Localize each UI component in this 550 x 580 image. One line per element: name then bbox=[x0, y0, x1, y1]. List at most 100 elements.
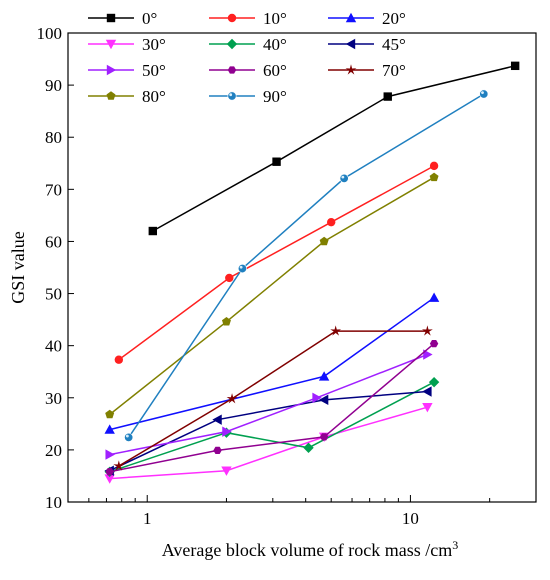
legend-item-4: 40° bbox=[209, 35, 287, 54]
series-5-point-2 bbox=[318, 394, 329, 406]
series-7 bbox=[105, 339, 439, 476]
series-8-point-3 bbox=[421, 325, 433, 336]
series-8-point-0 bbox=[113, 460, 125, 471]
legend-label-8: 70° bbox=[382, 61, 406, 80]
series-8 bbox=[113, 325, 433, 471]
series-line-1 bbox=[118, 165, 435, 361]
series-7-point-3 bbox=[429, 339, 439, 348]
x-tick-label-10: 10 bbox=[402, 509, 419, 528]
series-1-point-3 bbox=[429, 161, 439, 171]
legend-marker-0 bbox=[106, 13, 116, 23]
legend-label-7: 60° bbox=[263, 61, 287, 80]
series-3-point-3 bbox=[422, 402, 433, 413]
series-1-point-0 bbox=[114, 355, 124, 364]
series-9-point-1 bbox=[221, 316, 231, 326]
legend-marker-4 bbox=[226, 38, 238, 50]
legend-marker-8 bbox=[345, 64, 357, 75]
series-8-point-1 bbox=[226, 393, 238, 404]
y-tick-label-40: 40 bbox=[45, 337, 62, 356]
series-5-point-1 bbox=[212, 414, 222, 425]
series-1-point-2 bbox=[326, 217, 336, 227]
series-7-point-1 bbox=[213, 446, 222, 455]
series-3-point-0 bbox=[104, 474, 115, 484]
y-tick-label-20: 20 bbox=[45, 441, 62, 460]
series-0-point-3 bbox=[510, 61, 520, 71]
series-3-point-1 bbox=[221, 466, 232, 476]
legend-label-10: 90° bbox=[263, 87, 287, 106]
legend-label-9: 80° bbox=[142, 87, 166, 106]
series-line-3 bbox=[109, 406, 428, 480]
legend-label-5: 45° bbox=[382, 35, 406, 54]
legend-item-9: 80° bbox=[88, 87, 166, 106]
legend-item-3: 30° bbox=[88, 35, 166, 54]
series-2-point-1 bbox=[318, 371, 330, 381]
series-line-0 bbox=[152, 65, 516, 232]
series-10-point-1 bbox=[237, 264, 247, 274]
series-9-point-2 bbox=[319, 236, 329, 246]
legend-item-0: 0° bbox=[88, 9, 157, 28]
legend-item-8: 70° bbox=[328, 61, 406, 80]
y-tick-label-90: 90 bbox=[45, 76, 62, 95]
y-tick-label-70: 70 bbox=[45, 180, 62, 199]
series-line-10 bbox=[128, 93, 485, 438]
x-axis-title: Average block volume of rock mass /cm3 bbox=[162, 538, 459, 560]
series-line-5 bbox=[109, 390, 428, 472]
y-tick-label-30: 30 bbox=[45, 389, 62, 408]
y-axis-title: GSI value bbox=[8, 231, 28, 303]
series-10-point-3 bbox=[479, 89, 489, 99]
legend-marker-1 bbox=[227, 13, 237, 23]
series-10-point-3-highlight bbox=[481, 91, 484, 95]
legend-label-3: 30° bbox=[142, 35, 166, 54]
series-5-point-3 bbox=[422, 386, 432, 397]
legend-label-0: 0° bbox=[142, 9, 157, 28]
series-2-point-2 bbox=[428, 292, 440, 302]
legend-item-6: 50° bbox=[88, 61, 166, 80]
series-4-point-2 bbox=[303, 442, 314, 454]
series-10-point-0-highlight bbox=[125, 434, 129, 438]
y-tick-label-100: 100 bbox=[37, 24, 63, 43]
plot-frame bbox=[67, 32, 537, 503]
legend-item-2: 20° bbox=[328, 9, 406, 28]
y-tick-label-60: 60 bbox=[45, 232, 62, 251]
legend-item-1: 10° bbox=[209, 9, 287, 28]
legend-item-10: 90° bbox=[209, 87, 287, 106]
series-4-point-3 bbox=[428, 376, 440, 388]
series-6-point-3 bbox=[423, 349, 433, 360]
legend-item-7: 60° bbox=[209, 61, 287, 80]
legend-marker-10 bbox=[227, 91, 237, 101]
series-6-point-0 bbox=[105, 449, 115, 460]
series-10-point-2 bbox=[339, 173, 349, 183]
series-line-6 bbox=[109, 353, 428, 456]
legend-item-5: 45° bbox=[328, 35, 406, 54]
series-6-point-2 bbox=[312, 392, 322, 403]
series-line-9 bbox=[109, 176, 435, 416]
legend-marker-6 bbox=[106, 64, 117, 76]
series-9 bbox=[105, 172, 439, 419]
series-4 bbox=[104, 376, 440, 477]
series-10-point-2-highlight bbox=[341, 175, 345, 179]
series-6-point-1 bbox=[222, 426, 232, 437]
series-2 bbox=[104, 292, 440, 434]
y-tick-label-50: 50 bbox=[45, 285, 62, 304]
series-line-4 bbox=[109, 381, 435, 473]
series-10-point-0 bbox=[124, 432, 134, 442]
legend-marker-5 bbox=[345, 38, 356, 50]
legend-label-2: 20° bbox=[382, 9, 406, 28]
series-0 bbox=[148, 61, 520, 236]
x-axis-title-superscript: 3 bbox=[452, 538, 458, 552]
legend-marker-10-highlight bbox=[229, 93, 233, 97]
series-1-point-1 bbox=[225, 273, 234, 283]
series-5 bbox=[104, 386, 432, 476]
series-10-point-1-highlight bbox=[239, 265, 243, 269]
y-tick-label-10: 10 bbox=[45, 493, 62, 512]
series-line-8 bbox=[118, 330, 428, 467]
series-8-point-2 bbox=[330, 325, 342, 336]
legend-marker-2 bbox=[345, 12, 357, 23]
series-9-point-3 bbox=[429, 172, 439, 182]
series-9-point-0 bbox=[105, 409, 115, 419]
series-7-point-2 bbox=[319, 433, 329, 441]
legend-marker-9 bbox=[106, 91, 116, 100]
legend-label-4: 40° bbox=[263, 35, 287, 54]
series-2-point-0 bbox=[104, 424, 115, 434]
